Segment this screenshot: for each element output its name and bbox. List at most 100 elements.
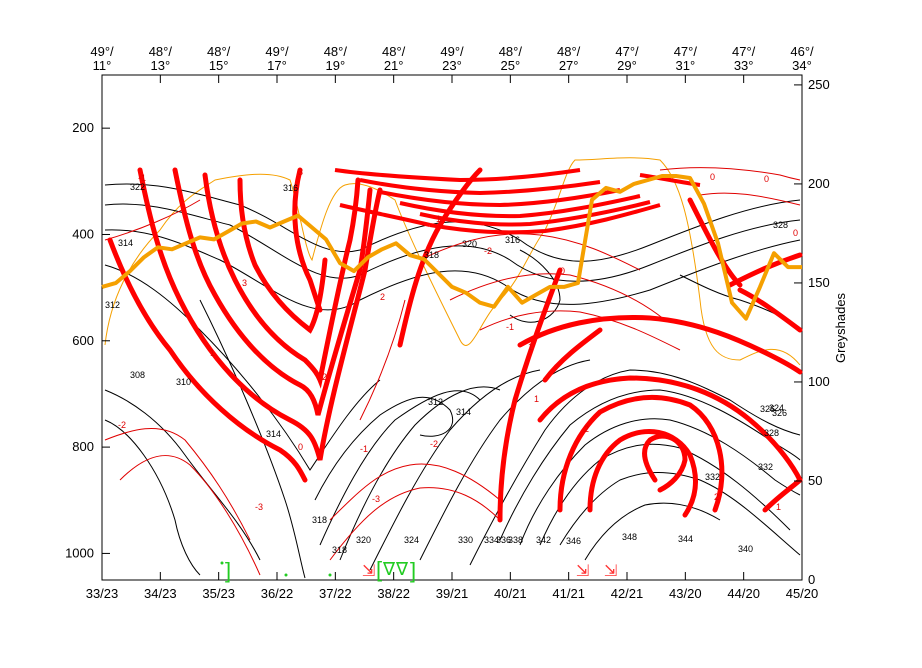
contour-label: 344 (678, 534, 693, 544)
greyshade-series-line (101, 174, 802, 321)
bottom-axis: 33/23 34/23 35/23 36/22 37/22 38/22 39/21 40/21… (86, 572, 818, 601)
bottom-tick-label: 42/21 (611, 586, 644, 601)
contour-label: 1 (776, 502, 781, 512)
top-lon-label: 25° (500, 58, 520, 73)
contour-label: -2 (118, 420, 126, 430)
contour-label: -3 (255, 502, 263, 512)
contour-label: -1 (506, 322, 514, 332)
contour-label: 328 (764, 428, 779, 438)
contour-label: 318 (312, 515, 327, 525)
contour-label: -2 (430, 439, 438, 449)
top-lon-label: 13° (150, 58, 170, 73)
contour-label: 314 (456, 407, 471, 417)
thin-orange-outline (104, 157, 801, 366)
green-triangle-marker: ∇ (382, 559, 396, 580)
contour-label: 314 (266, 429, 281, 439)
contour-label: 330 (458, 535, 473, 545)
top-lon-label: 33° (734, 58, 754, 73)
green-bracket-marker: ] (410, 558, 416, 583)
contour-label: 0 (560, 266, 565, 276)
contour-label: -1 (138, 173, 146, 183)
right-tick-label: 200 (808, 176, 830, 191)
contour-label: 320 (462, 239, 477, 249)
bottom-tick-label: 40/21 (494, 586, 527, 601)
contour-label: 3 (298, 167, 303, 177)
contour-label: 312 (105, 300, 120, 310)
top-lat-label: 49°/ (440, 44, 464, 59)
top-lon-label: 29° (617, 58, 637, 73)
green-bracket-marker: ] (225, 558, 231, 583)
contour-label: 3 (242, 278, 247, 288)
contour-label: 314 (118, 238, 133, 248)
top-lat-label: 49°/ (90, 44, 114, 59)
top-lat-label: 47°/ (732, 44, 756, 59)
contour-label: 336 (496, 535, 511, 545)
contour-label: 2 (322, 372, 327, 382)
contour-label: 2 (380, 292, 385, 302)
contour-label: 332 (705, 472, 720, 482)
contour-label: 338 (508, 535, 523, 545)
green-triangle-marker: ∇ (395, 559, 409, 580)
bottom-tick-label: 34/23 (144, 586, 177, 601)
green-bracket-marker: [ (376, 557, 382, 582)
contour-labels: 322 314 312 308 310 314 318 318 320 324 … (105, 167, 798, 555)
green-dot-marker (328, 573, 332, 577)
contour-label: 346 (566, 536, 581, 546)
bottom-tick-label: 36/22 (261, 586, 294, 601)
bottom-tick-label: 43/20 (669, 586, 702, 601)
top-lat-label: 46°/ (790, 44, 814, 59)
left-tick-label: 800 (72, 439, 94, 454)
top-lon-label: 19° (325, 58, 345, 73)
contour-label: 2 (584, 424, 589, 434)
top-lat-label: 48°/ (557, 44, 581, 59)
red-flag-marker: ⇲ (576, 561, 589, 580)
thin-red-contours (104, 167, 801, 576)
contour-label: 0 (298, 442, 303, 452)
contour-label: 0 (764, 174, 769, 184)
contour-label: 312 (428, 397, 443, 407)
top-lon-label: 17° (267, 58, 287, 73)
contour-label: 308 (130, 370, 145, 380)
top-lat-label: 48°/ (499, 44, 523, 59)
contour-label: 326 (772, 408, 787, 418)
top-lat-label: 47°/ (674, 44, 698, 59)
left-tick-label: 600 (72, 333, 94, 348)
contour-label: 1 (436, 214, 441, 224)
contour-label: 320 (356, 535, 371, 545)
contour-label: 328 (773, 220, 788, 230)
contour-label: 326 (760, 404, 775, 414)
contour-label: 1 (528, 342, 533, 352)
contour-label: 1 (210, 348, 215, 358)
contour-label: 348 (622, 532, 637, 542)
top-lon-label: 27° (559, 58, 579, 73)
right-tick-label: 150 (808, 275, 830, 290)
contour-label: 310 (176, 377, 191, 387)
contour-label: 0 (710, 172, 715, 182)
green-dot-marker (220, 561, 224, 565)
red-flag-marker: ⇲ (604, 561, 617, 580)
bottom-tick-label: 38/22 (377, 586, 410, 601)
contour-label: -1 (360, 444, 368, 454)
contour-label: 324 (769, 403, 784, 413)
top-lat-label: 49°/ (265, 44, 289, 59)
contour-label: 334 (484, 535, 499, 545)
top-lat-label: 48°/ (149, 44, 173, 59)
black-isentropes (104, 183, 801, 579)
right-tick-label: 100 (808, 374, 830, 389)
right-axis: 0 50 100 150 200 250 (794, 77, 830, 587)
bottom-tick-label: 37/22 (319, 586, 352, 601)
contour-label: 318 (424, 250, 439, 260)
left-tick-label: 1000 (65, 545, 94, 560)
right-tick-label: 50 (808, 473, 822, 488)
contour-label: 318 (332, 545, 347, 555)
contour-label: 1 (534, 394, 539, 404)
left-axis: 200 400 600 800 1000 (65, 120, 110, 560)
right-tick-label: 0 (808, 572, 815, 587)
top-lat-label: 48°/ (207, 44, 231, 59)
left-tick-label: 200 (72, 120, 94, 135)
contour-label: 2 (714, 492, 719, 502)
top-lon-label: 31° (675, 58, 695, 73)
contour-label: 316 (505, 235, 520, 245)
bottom-tick-label: 44/20 (727, 586, 760, 601)
